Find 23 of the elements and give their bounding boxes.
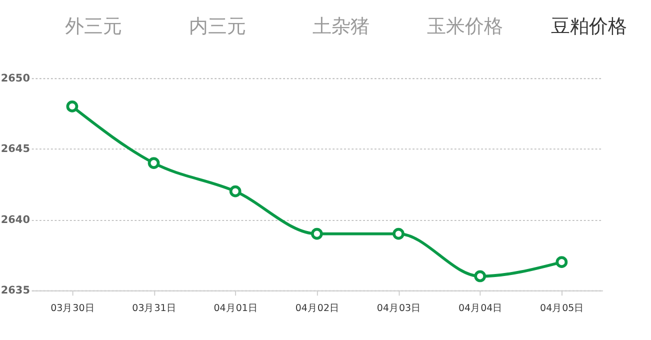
point: [148, 157, 160, 169]
x-tick-label: 04月01日: [214, 302, 258, 314]
x-tick-label: 03月30日: [50, 302, 95, 314]
text: 玉米价格: [427, 15, 504, 38]
x-tick-label: 04月05日: [540, 302, 584, 314]
point: [474, 270, 486, 282]
point: [310, 228, 323, 240]
x-tick-label: 04月03日: [376, 302, 422, 314]
x-tick-label: 03月31日: [132, 302, 176, 314]
y-tick-label: 2640: [0, 214, 30, 226]
point: [556, 256, 568, 268]
point: [229, 185, 242, 198]
point: [66, 100, 78, 112]
y-tick-label: 2645: [0, 143, 30, 156]
y-tick-label: 2650: [0, 72, 30, 84]
x-tick-label: 04月02日: [295, 302, 340, 314]
text: 土杂猪: [312, 15, 370, 38]
text: 豆粕价格: [551, 15, 628, 38]
point: [392, 228, 404, 240]
x-tick-label: 04月04日: [458, 302, 503, 314]
y-tick-label: 2635: [0, 284, 30, 297]
text: 外三元: [64, 15, 122, 38]
text: 内三元: [188, 15, 246, 38]
